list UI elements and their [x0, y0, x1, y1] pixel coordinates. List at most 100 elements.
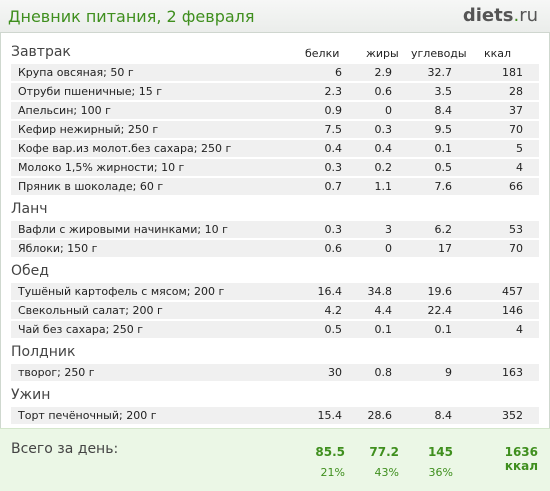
food-fat: 0 [385, 242, 392, 255]
food-row[interactable]: Кефир нежирный; 250 г 7.5 0.3 9.5 70 [11, 121, 539, 138]
food-kcal: 181 [502, 66, 523, 79]
food-fat: 0 [385, 104, 392, 117]
food-protein: 0.9 [324, 104, 343, 117]
meal-section-title: Полдник [0, 344, 550, 364]
food-fat: 1.1 [374, 180, 393, 193]
total-kcal: 1636 ккал [504, 445, 538, 473]
food-protein: 16.4 [317, 285, 343, 298]
meals-list: Завтрак белки жиры углеводы ккал Крупа овсяна… [0, 44, 550, 426]
food-row[interactable]: Молоко 1,5% жирности; 10 г 0.3 0.2 0.5 4 [11, 159, 539, 176]
page-title: Дневник питания, 2 февраля [8, 7, 255, 26]
food-name: Отруби пшеничные; 15 г [18, 85, 162, 98]
food-fat: 28.6 [367, 409, 393, 422]
column-header-carbs: углеводы [411, 47, 467, 60]
daily-totals: Всего за день: 85.5 77.2 145 1636 ккал 2… [0, 428, 550, 491]
food-carbs: 19.6 [427, 285, 453, 298]
food-kcal: 28 [509, 85, 523, 98]
food-protein: 0.3 [324, 223, 343, 236]
food-name: Вафли с жировыми начинками; 10 г [18, 223, 228, 236]
food-fat: 3 [385, 223, 392, 236]
food-kcal: 4 [516, 161, 523, 174]
food-name: Яблоки; 150 г [18, 242, 98, 255]
food-row[interactable]: Вафли с жировыми начинками; 10 г 0.3 3 6.2 5… [11, 221, 539, 238]
food-name: Тушёный картофель с мясом; 200 г [18, 285, 225, 298]
meal-section-title: Завтрак белки жиры углеводы ккал [0, 44, 550, 64]
food-carbs: 0.1 [434, 323, 453, 336]
food-kcal: 70 [509, 242, 523, 255]
header: Дневник питания, 2 февраля diets.ru [0, 0, 550, 33]
food-fat: 0.2 [374, 161, 393, 174]
meal-name: Ланч [11, 201, 48, 217]
food-protein: 2.3 [324, 85, 343, 98]
food-protein: 4.2 [324, 304, 343, 317]
food-fat: 0.4 [374, 142, 393, 155]
protein-percent: 21% [320, 466, 345, 479]
food-row[interactable]: Свекольный салат; 200 г 4.2 4.4 22.4 146 [11, 302, 539, 319]
food-carbs: 0.5 [434, 161, 453, 174]
food-row[interactable]: Яблоки; 150 г 0.6 0 17 70 [11, 240, 539, 257]
food-row[interactable]: Торт печёночный; 200 г 15.4 28.6 8.4 352 [11, 407, 539, 424]
meal-name: Обед [11, 263, 49, 279]
food-carbs: 0.1 [434, 142, 453, 155]
food-row[interactable]: Кофе вар.из молот.без сахара; 250 г 0.4 0.… [11, 140, 539, 157]
food-carbs: 8.4 [434, 104, 453, 117]
column-header-fat: жиры [366, 47, 399, 60]
food-name: Чай без сахара; 250 г [18, 323, 144, 336]
food-name: Крупа овсяная; 50 г [18, 66, 134, 79]
food-fat: 0.8 [374, 366, 393, 379]
food-name: Кофе вар.из молот.без сахара; 250 г [18, 142, 232, 155]
meal-name: Завтрак [11, 44, 71, 60]
food-carbs: 32.7 [427, 66, 453, 79]
food-row[interactable]: Чай без сахара; 250 г 0.5 0.1 0.1 4 [11, 321, 539, 338]
logo-tld: ru [519, 5, 538, 26]
food-fat: 4.4 [374, 304, 393, 317]
food-name: Торт печёночный; 200 г [18, 409, 157, 422]
food-row[interactable]: Пряник в шоколаде; 60 г 0.7 1.1 7.6 66 [11, 178, 539, 195]
food-kcal: 37 [509, 104, 523, 117]
food-name: Пряник в шоколаде; 60 г [18, 180, 164, 193]
food-protein: 15.4 [317, 409, 343, 422]
total-carbs: 145 [427, 445, 453, 459]
food-fat: 0.1 [374, 323, 393, 336]
logo-main: diets [462, 5, 514, 26]
food-kcal: 146 [502, 304, 523, 317]
food-kcal: 53 [509, 223, 523, 236]
food-protein: 0.4 [324, 142, 343, 155]
food-carbs: 9 [445, 366, 452, 379]
food-carbs: 22.4 [427, 304, 453, 317]
food-fat: 2.9 [374, 66, 393, 79]
food-carbs: 17 [438, 242, 452, 255]
meal-name: Полдник [11, 344, 76, 360]
food-carbs: 9.5 [434, 123, 453, 136]
food-protein: 7.5 [324, 123, 343, 136]
food-protein: 30 [328, 366, 342, 379]
food-row[interactable]: творог; 250 г 30 0.8 9 163 [11, 364, 539, 381]
food-fat: 0.3 [374, 123, 393, 136]
meal-section-title: Обед [0, 263, 550, 283]
food-row[interactable]: Крупа овсяная; 50 г 6 2.9 32.7 181 [11, 64, 539, 81]
food-protein: 0.3 [324, 161, 343, 174]
food-kcal: 66 [509, 180, 523, 193]
food-kcal: 352 [502, 409, 523, 422]
food-carbs: 6.2 [434, 223, 453, 236]
food-protein: 0.6 [324, 242, 343, 255]
meal-name: Ужин [11, 387, 51, 403]
totals-label: Всего за день: [11, 441, 119, 457]
food-kcal: 5 [516, 142, 523, 155]
food-name: Молоко 1,5% жирности; 10 г [18, 161, 185, 174]
food-protein: 0.7 [324, 180, 343, 193]
food-carbs: 7.6 [434, 180, 453, 193]
food-carbs: 3.5 [434, 85, 453, 98]
food-name: Кефир нежирный; 250 г [18, 123, 159, 136]
food-name: Свекольный салат; 200 г [18, 304, 163, 317]
column-header-kcal: ккал [484, 47, 512, 60]
food-row[interactable]: Апельсин; 100 г 0.9 0 8.4 37 [11, 102, 539, 119]
food-protein: 0.5 [324, 323, 343, 336]
food-kcal: 70 [509, 123, 523, 136]
food-row[interactable]: Тушёный картофель с мясом; 200 г 16.4 34.8… [11, 283, 539, 300]
logo[interactable]: diets.ru [463, 5, 538, 26]
meal-section-title: Ланч [0, 201, 550, 221]
fat-percent: 43% [374, 466, 399, 479]
total-protein: 85.5 [315, 445, 345, 459]
food-row[interactable]: Отруби пшеничные; 15 г 2.3 0.6 3.5 28 [11, 83, 539, 100]
